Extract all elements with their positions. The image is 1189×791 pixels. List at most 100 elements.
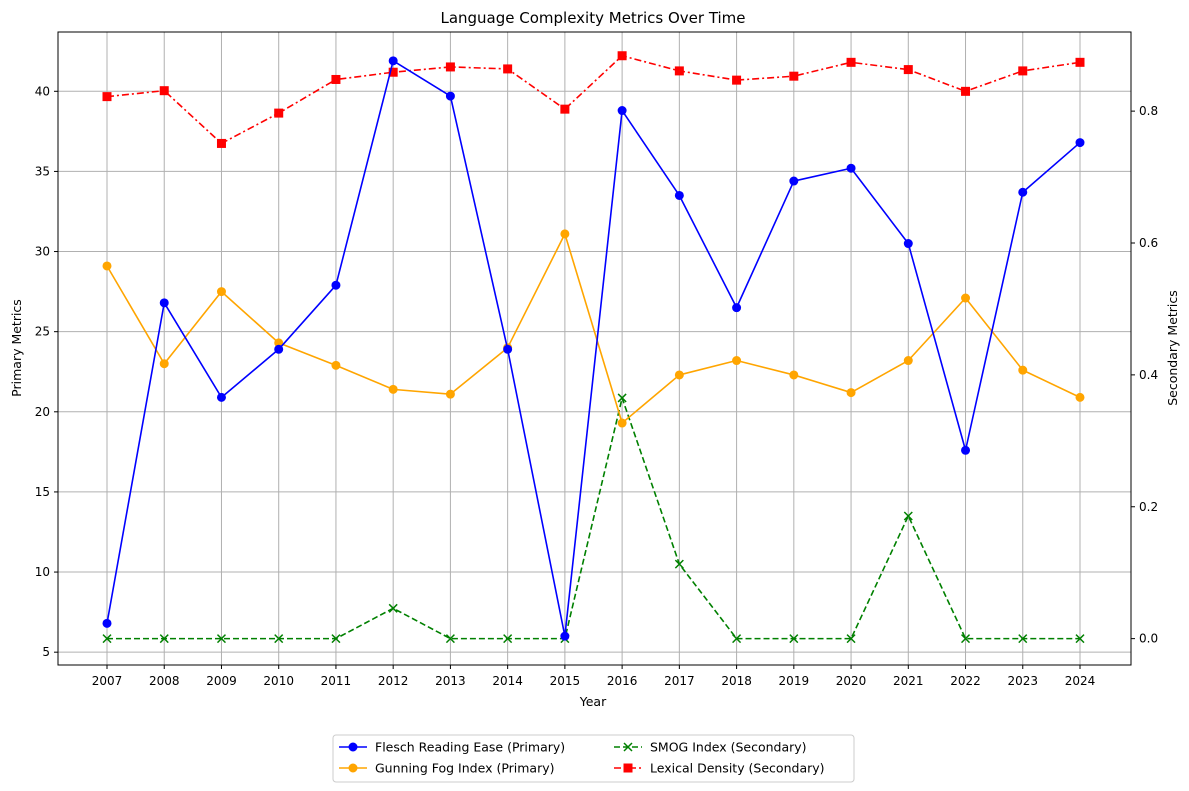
x-tick-label: 2020 (836, 674, 867, 688)
series-gunning-fog-index-primary (102, 229, 1085, 428)
legend-marker (348, 763, 358, 773)
marker-stroke (102, 634, 112, 644)
series-lexical-density-secondary (102, 51, 1085, 148)
data-point (789, 370, 799, 380)
data-point (674, 66, 684, 76)
data-point (503, 64, 513, 74)
right-y-axis-title: Secondary Metrics (1165, 290, 1180, 406)
series-smog-index-secondary (102, 393, 1085, 644)
data-point (732, 75, 742, 85)
data-point (789, 634, 799, 644)
data-point (732, 634, 742, 644)
data-point (388, 67, 398, 77)
data-point (102, 92, 112, 102)
x-tick-label: 2024 (1065, 674, 1096, 688)
marker-stroke (216, 634, 227, 644)
series-line (107, 397, 1080, 640)
left-y-axis-ticks: 5 10 15 20 25 30 35 40 (35, 84, 58, 659)
data-point (617, 51, 627, 61)
x-tick-label: 2011 (321, 674, 352, 688)
legend-label: Flesch Reading Ease (Primary) (375, 740, 565, 755)
marker-stroke (1075, 634, 1085, 644)
data-point (388, 603, 398, 613)
data-point (1018, 187, 1028, 197)
legend-item: Lexical Density (Secondary) (614, 761, 825, 776)
marker-stroke (674, 559, 684, 569)
data-point (503, 634, 513, 644)
marker-stroke (623, 742, 633, 752)
data-point (159, 298, 169, 308)
data-point (961, 293, 971, 303)
data-point (617, 106, 627, 116)
data-point (1018, 66, 1028, 76)
data-point (1075, 138, 1085, 148)
marker-stroke (789, 634, 799, 644)
right-y-axis-ticks: 0.0 0.2 0.4 0.6 0.8 (1131, 104, 1158, 646)
data-point (159, 634, 169, 644)
x-axis-ticks: 2007 2008 2009 2010 2011 2012 2013 2014 2015 2016… (92, 665, 1096, 688)
right-y-tick-label: 0.6 (1139, 236, 1158, 250)
data-point (159, 359, 169, 369)
x-tick-label: 2017 (664, 674, 695, 688)
legend-marker (348, 742, 358, 752)
marker-stroke (846, 634, 856, 644)
data-point (216, 392, 226, 402)
data-point (274, 344, 284, 354)
legend-label: SMOG Index (Secondary) (650, 740, 807, 755)
left-y-axis-title: Primary Metrics (9, 299, 24, 397)
data-point (846, 634, 856, 644)
legend-label: Gunning Fog Index (Primary) (375, 761, 555, 776)
left-y-tick-label: 10 (35, 565, 50, 579)
marker-stroke (388, 603, 398, 613)
data-point (903, 239, 913, 249)
left-y-tick-label: 40 (35, 84, 50, 98)
data-point (961, 445, 971, 455)
left-y-tick-label: 20 (35, 405, 50, 419)
data-point (216, 138, 226, 148)
marker-stroke (617, 393, 627, 403)
marker-stroke (960, 634, 971, 644)
series-line (106, 54, 1081, 145)
x-axis-title: Year (579, 694, 607, 709)
x-tick-label: 2016 (607, 674, 638, 688)
data-point (1018, 634, 1028, 644)
marker-stroke (331, 634, 341, 644)
data-point (674, 559, 684, 569)
left-y-tick-label: 25 (35, 325, 50, 339)
data-point (789, 71, 799, 81)
data-point (960, 634, 971, 644)
data-point (560, 104, 570, 114)
right-y-tick-label: 0.2 (1139, 500, 1158, 514)
data-point (961, 86, 971, 96)
legend-item: Flesch Reading Ease (Primary) (339, 740, 565, 755)
data-point (216, 287, 226, 297)
x-tick-label: 2021 (893, 674, 924, 688)
data-point (274, 634, 284, 644)
plot-area-frame (57, 31, 1132, 666)
data-point (102, 261, 112, 271)
series-flesch-reading-ease-primary (102, 56, 1085, 641)
data-point (445, 91, 455, 101)
data-point (445, 62, 455, 72)
x-tick-label: 2007 (92, 674, 123, 688)
grid-lines (58, 32, 1131, 665)
x-tick-label: 2012 (378, 674, 409, 688)
data-point (388, 56, 398, 66)
data-point (216, 634, 227, 644)
data-point (331, 634, 341, 644)
data-point (445, 389, 455, 399)
data-point (674, 370, 684, 380)
data-point (903, 65, 913, 75)
x-tick-label: 2014 (492, 674, 523, 688)
data-point (331, 280, 341, 290)
marker-stroke (903, 511, 913, 521)
data-point (732, 356, 742, 366)
data-point (617, 393, 627, 403)
series-line (106, 60, 1081, 637)
data-point (846, 57, 856, 67)
x-tick-label: 2018 (721, 674, 752, 688)
series-layer (102, 51, 1085, 644)
marker-stroke (732, 634, 742, 644)
x-tick-label: 2009 (206, 674, 237, 688)
